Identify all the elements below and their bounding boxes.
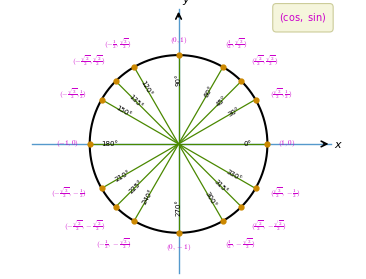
Text: $(0, -1)$: $(0, -1)$ (166, 242, 191, 253)
Text: $(1, 0)$: $(1, 0)$ (278, 138, 295, 150)
Text: 120°: 120° (140, 80, 153, 97)
FancyBboxPatch shape (273, 4, 333, 32)
Text: 180°: 180° (101, 141, 118, 147)
Text: $(-\frac{\sqrt{3}}{2},-\frac{1}{2})$: $(-\frac{\sqrt{3}}{2},-\frac{1}{2})$ (51, 186, 87, 201)
Text: 240°: 240° (142, 187, 155, 205)
Text: 150°: 150° (114, 105, 132, 119)
Text: $(\frac{\sqrt{2}}{2},-\frac{\sqrt{2}}{2})$: $(\frac{\sqrt{2}}{2},-\frac{\sqrt{2}}{2}… (251, 218, 287, 234)
Text: 135°: 135° (128, 93, 144, 109)
Text: $(-\frac{\sqrt{2}}{2},-\frac{\sqrt{2}}{2})$: $(-\frac{\sqrt{2}}{2},-\frac{\sqrt{2}}{2… (64, 218, 106, 234)
Text: $(-\frac{1}{2},-\frac{\sqrt{3}}{2})$: $(-\frac{1}{2},-\frac{\sqrt{3}}{2})$ (96, 236, 132, 252)
Text: $(\frac{1}{2},\frac{\sqrt{3}}{2})$: $(\frac{1}{2},\frac{\sqrt{3}}{2})$ (225, 36, 247, 52)
Text: 0°: 0° (244, 141, 252, 147)
Text: 300°: 300° (204, 191, 217, 208)
Text: $(\frac{1}{2},-\frac{\sqrt{3}}{2})$: $(\frac{1}{2},-\frac{\sqrt{3}}{2})$ (225, 236, 255, 252)
Text: $(0, 1)$: $(0, 1)$ (170, 35, 187, 46)
Text: $x$: $x$ (334, 140, 343, 150)
Text: 330°: 330° (225, 169, 243, 183)
Text: 45°: 45° (215, 95, 228, 108)
Text: $(\frac{\sqrt{3}}{2},-\frac{1}{2})$: $(\frac{\sqrt{3}}{2},-\frac{1}{2})$ (270, 186, 300, 201)
Text: $(-\frac{\sqrt{3}}{2},\frac{1}{2})$: $(-\frac{\sqrt{3}}{2},\frac{1}{2})$ (59, 86, 87, 102)
Text: $(\frac{\sqrt{3}}{2},\frac{1}{2})$: $(\frac{\sqrt{3}}{2},\frac{1}{2})$ (270, 86, 292, 102)
Text: 270°: 270° (176, 199, 182, 216)
Text: $(-\frac{1}{2},\frac{\sqrt{3}}{2})$: $(-\frac{1}{2},\frac{\sqrt{3}}{2})$ (104, 36, 132, 52)
Text: $(-\frac{\sqrt{2}}{2},\frac{\sqrt{2}}{2})$: $(-\frac{\sqrt{2}}{2},\frac{\sqrt{2}}{2}… (72, 54, 106, 69)
Text: $(\mathrm{cos,\ sin})$: $(\mathrm{cos,\ sin})$ (279, 11, 326, 24)
Text: 60°: 60° (203, 85, 214, 98)
Text: $(\frac{\sqrt{2}}{2},\frac{\sqrt{2}}{2})$: $(\frac{\sqrt{2}}{2},\frac{\sqrt{2}}{2})… (251, 54, 279, 69)
Text: 315°: 315° (213, 179, 229, 195)
Text: $y$: $y$ (182, 0, 191, 7)
Text: 90°: 90° (176, 74, 182, 86)
Text: 225°: 225° (128, 179, 144, 195)
Text: 210°: 210° (114, 169, 132, 183)
Text: $(-1, 0)$: $(-1, 0)$ (56, 138, 79, 150)
Text: 30°: 30° (227, 106, 241, 118)
